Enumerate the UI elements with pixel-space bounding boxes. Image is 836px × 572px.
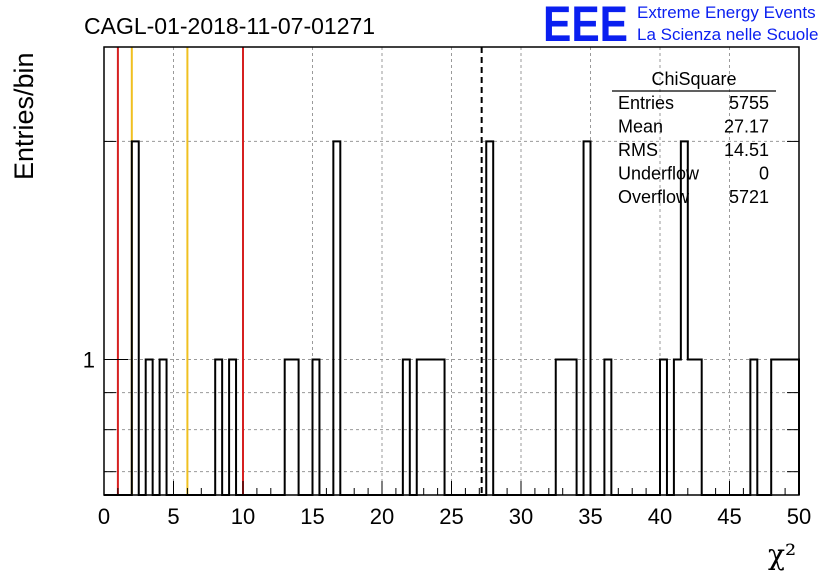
x-tick-label: 0 [98,504,110,529]
histogram-bin [229,359,236,495]
x-tick-label: 35 [578,504,602,529]
logo-line-1: Extreme Energy Events [637,3,816,22]
histogram-bin [771,359,778,495]
chart-title: CAGL-01-2018-11-07-01271 [84,13,375,39]
histogram-bin [778,359,785,495]
y-tick-label: 1 [83,347,95,372]
stats-row-value: 27.17 [724,117,769,137]
histogram-bin [215,359,222,495]
grid-lines [104,47,799,495]
histogram-bin [556,359,563,495]
histogram-bin [417,359,424,495]
histogram-bin [403,359,410,495]
histogram-bin [438,359,445,495]
histogram-bin [146,359,153,495]
stats-title: ChiSquare [651,69,736,89]
stats-row-label: RMS [618,140,658,160]
stats-row-value: 5755 [729,93,769,113]
eee-logo: EEE [543,0,628,52]
x-tick-label: 45 [717,504,741,529]
stats-row-value: 5721 [729,187,769,207]
stats-row-value: 14.51 [724,140,769,160]
histogram-bin [132,141,139,495]
x-tick-label: 15 [300,504,324,529]
x-tick-label: 5 [167,504,179,529]
stats-row-value: 0 [759,164,769,184]
histogram-bin [563,359,570,495]
stats-row-label: Overflow [618,187,690,207]
histogram-bin [750,359,757,495]
axis-ticks [103,140,800,495]
histogram-bin [292,359,299,495]
x-tick-label: 40 [648,504,672,529]
logo-line-2: La Scienza nelle Scuole [637,25,818,44]
x-axis-label: χ² [768,538,796,571]
histogram-bin [695,359,702,495]
x-tick-labels: 0 5 10 15 20 25 30 35 40 45 50 [98,504,811,529]
stats-box: ChiSquare Entries 5755 Mean 27.17 RMS 14.51 Un… [612,69,776,207]
histogram-bin [333,141,340,495]
stats-row-label: Entries [618,93,674,113]
histogram-bin [570,359,577,495]
x-tick-label: 25 [439,504,463,529]
stats-rows: Entries 5755 Mean 27.17 RMS 14.51 Underflow 0 Ov… [618,93,769,207]
histogram-bin [792,359,799,495]
histogram-bin [584,141,591,495]
y-tick-labels: 1 [83,347,95,372]
histogram-bin [674,359,681,495]
histogram-bin [160,359,167,495]
stats-row-label: Underflow [618,164,700,184]
stats-row-label: Mean [618,117,663,137]
y-axis-label: Entries/bin [9,52,39,180]
histogram-bin [313,359,320,495]
x-tick-label: 10 [231,504,255,529]
histogram-bin [424,359,431,495]
histogram-bins [132,141,799,495]
histogram-bin [486,141,493,495]
histogram-bin [688,359,695,495]
histogram-bin [285,359,292,495]
histogram-bin [660,359,667,495]
histogram-bin [431,359,438,495]
x-tick-label: 20 [370,504,394,529]
reference-lines [116,47,483,495]
x-tick-label: 30 [509,504,533,529]
histogram-bin [604,359,611,495]
x-tick-label: 50 [787,504,811,529]
histogram-bin [785,359,792,495]
